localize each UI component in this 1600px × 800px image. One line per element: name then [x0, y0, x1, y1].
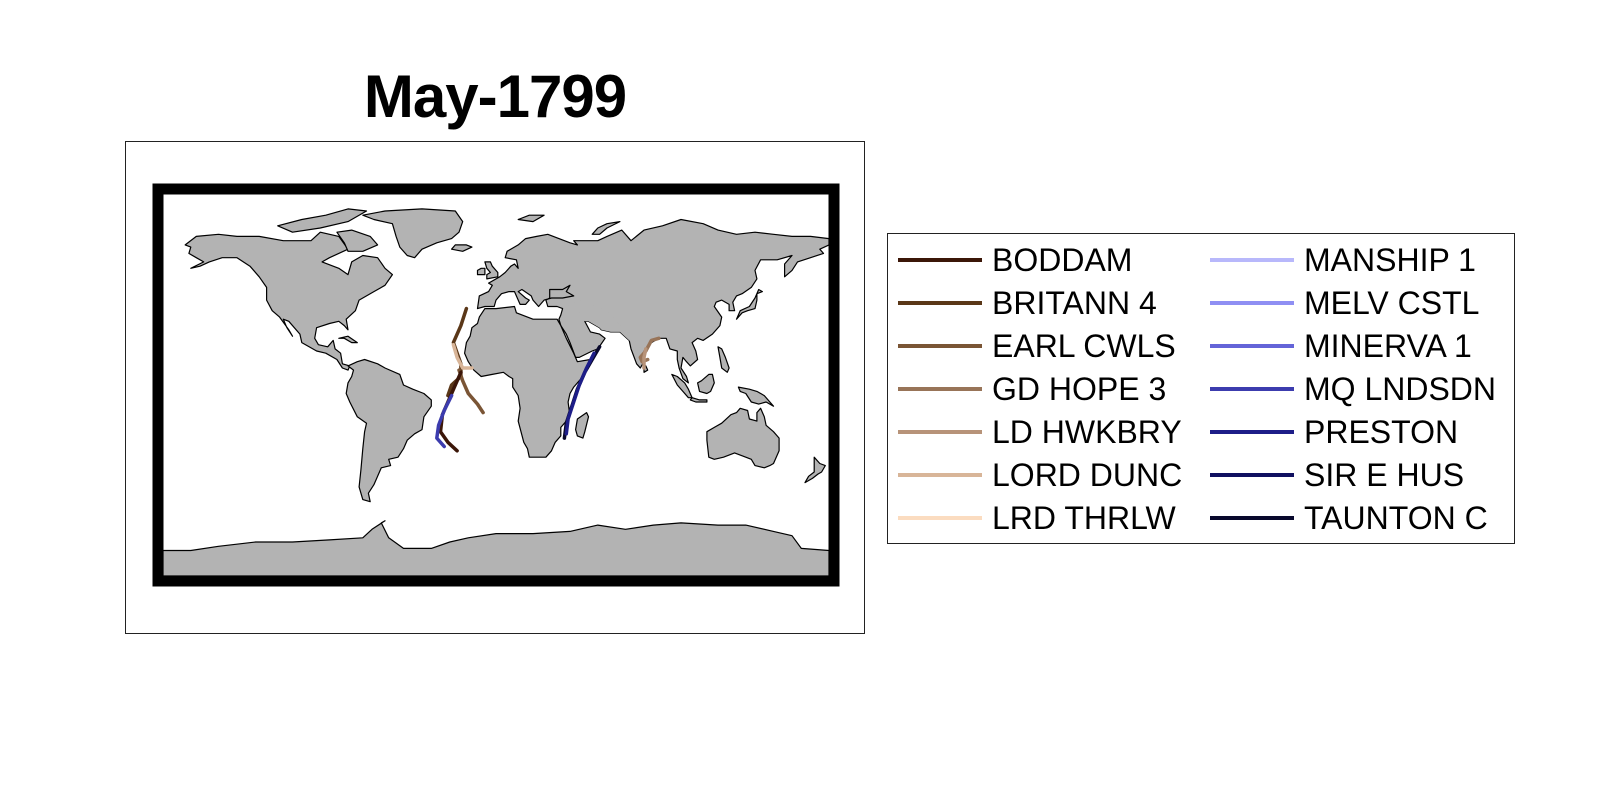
landmass-britain [484, 261, 499, 280]
legend-item: MELV CSTL [1210, 283, 1479, 323]
world-map [152, 183, 840, 587]
landmass-eurasia [476, 218, 830, 384]
legend-swatch [898, 344, 982, 348]
ship-track-mq-lndsdn [435, 393, 454, 449]
ship-track-lord-dunc [451, 342, 474, 370]
landmass-north-america [184, 231, 393, 371]
legend-swatch [1210, 430, 1294, 434]
map-frame [152, 183, 840, 587]
legend-swatch [898, 258, 982, 262]
legend-label: MANSHIP 1 [1304, 241, 1476, 278]
legend-swatch [898, 301, 982, 305]
landmass-borneo [697, 373, 715, 395]
landmass-novaya-zemlya [591, 221, 621, 235]
legend-item: LRD THRLW [898, 498, 1176, 538]
legend-swatch [1210, 473, 1294, 477]
legend-swatch [898, 473, 982, 477]
legend-label: MELV CSTL [1304, 284, 1480, 321]
legend: BODDAM BRITANN 4 EARL CWLS GD HOPE 3 LD HWKB… [887, 233, 1515, 544]
landmass-new-zealand [804, 456, 826, 484]
landmass-japan [735, 288, 763, 320]
legend-item: GD HOPE 3 [898, 369, 1166, 409]
landmass-iceland [451, 244, 473, 252]
land-masses [162, 208, 830, 577]
chart-title: May-1799 [363, 63, 627, 130]
map-panel [125, 141, 865, 634]
legend-swatch [1210, 344, 1294, 348]
legend-item: MINERVA 1 [1210, 326, 1472, 366]
landmass-new-guinea [737, 386, 775, 407]
ship-track-earl-cwls [457, 368, 485, 415]
legend-label: BRITANN 4 [992, 284, 1157, 321]
legend-item: SIR E HUS [1210, 455, 1464, 495]
legend-label: LRD THRLW [992, 499, 1176, 536]
landmass-africa [464, 305, 591, 458]
landmass-australia [706, 407, 780, 469]
landmass-arabia-fill [562, 300, 644, 351]
landmass-sumatra [671, 373, 693, 399]
legend-swatch [898, 387, 982, 391]
legend-label: SIR E HUS [1304, 456, 1465, 493]
legend-item: TAUNTON C [1210, 498, 1488, 538]
landmass-philippines [717, 346, 730, 373]
landmass-south-america [345, 358, 432, 503]
legend-label: LD HWKBRY [992, 413, 1182, 450]
legend-swatch [898, 430, 982, 434]
landmass-java [689, 397, 708, 403]
legend-label: PRESTON [1304, 413, 1459, 450]
legend-item: BRITANN 4 [898, 283, 1157, 323]
ship-track-preston [564, 351, 596, 436]
landmass-cuba [338, 335, 358, 344]
landmass-ireland [476, 267, 486, 276]
legend-item: MANSHIP 1 [1210, 240, 1476, 280]
landmass-madagascar [575, 412, 590, 439]
legend-swatch [1210, 516, 1294, 520]
legend-label: MINERVA 1 [1304, 327, 1472, 364]
ship-tracks [435, 306, 661, 453]
landmass-greenland [362, 208, 464, 259]
legend-item: EARL CWLS [898, 326, 1176, 366]
landmass-antarctica [162, 520, 830, 577]
legend-item: MQ LNDSDN [1210, 369, 1496, 409]
legend-swatch [898, 516, 982, 520]
legend-item: LORD DUNC [898, 455, 1182, 495]
legend-item: LD HWKBRY [898, 412, 1182, 452]
legend-label: EARL CWLS [992, 327, 1176, 364]
legend-label: TAUNTON C [1304, 499, 1488, 536]
legend-swatch [1210, 301, 1294, 305]
legend-swatch [1210, 387, 1294, 391]
landmass-arctic-islands [277, 208, 368, 233]
legend-label: BODDAM [992, 241, 1133, 278]
landmass-baffin [336, 229, 379, 252]
legend-swatch [1210, 258, 1294, 262]
legend-label: LORD DUNC [992, 456, 1183, 493]
legend-label: GD HOPE 3 [992, 370, 1167, 407]
ship-track-ld-hwkbry [642, 347, 648, 370]
legend-item: BODDAM [898, 240, 1132, 280]
legend-label: MQ LNDSDN [1304, 370, 1497, 407]
landmass-svalbard [517, 214, 545, 223]
legend-item: PRESTON [1210, 412, 1458, 452]
